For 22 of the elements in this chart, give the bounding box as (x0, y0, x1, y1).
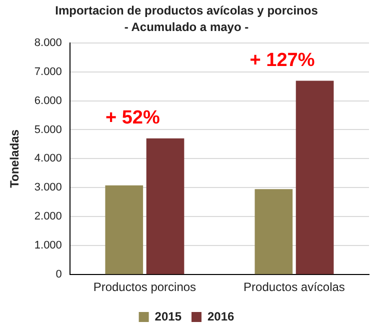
x-tick-label: Productos porcinos (93, 280, 196, 294)
annotation: + 52% (105, 108, 160, 129)
legend-label: 2015 (154, 309, 182, 324)
legend-label: 2016 (208, 309, 235, 324)
y-axis-title: Toneladas (8, 129, 22, 188)
chart-title: Importacion de productos avícolas y porcinos (55, 4, 318, 18)
y-tick-label: 0 (56, 268, 62, 281)
bar (254, 189, 293, 274)
bar (146, 138, 184, 274)
bar (296, 80, 334, 274)
y-tick-label: 1.000 (34, 240, 62, 252)
y-tick-label: 6.000 (34, 94, 62, 107)
y-tick-label: 5.000 (34, 124, 62, 136)
y-tick-label: 7.000 (34, 66, 62, 78)
y-tick-label: 2.000 (34, 210, 62, 223)
y-tick-label: 8.000 (34, 36, 62, 49)
bar (105, 185, 144, 274)
y-tick-label: 4.000 (34, 152, 62, 165)
annotation: + 127% (250, 50, 315, 71)
y-tick-label: 3.000 (34, 182, 62, 194)
chart-subtitle: - Acumulado a mayo - (124, 20, 249, 34)
x-tick-label: Productos avícolas (244, 280, 345, 294)
